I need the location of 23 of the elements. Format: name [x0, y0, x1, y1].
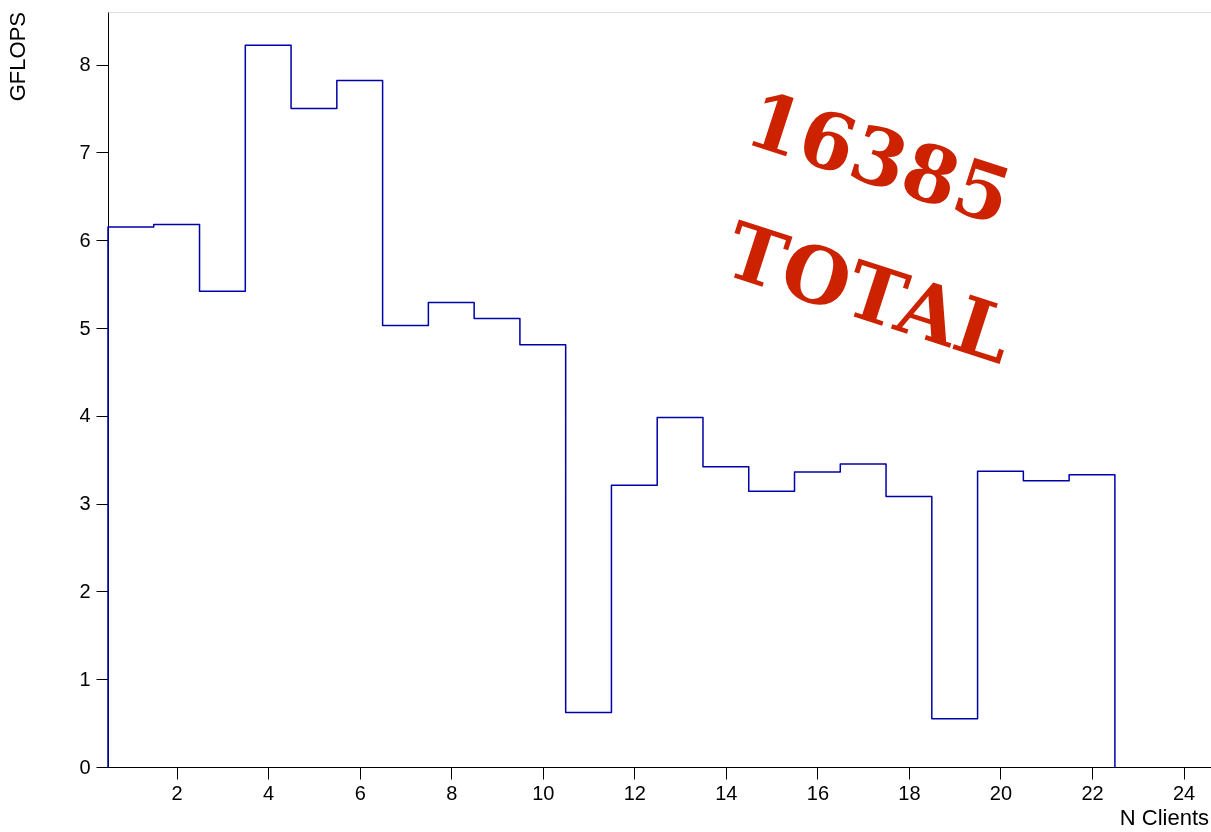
y-tick-label: 5: [79, 316, 91, 339]
x-tick-label: 6: [354, 781, 366, 804]
y-tick-label: 6: [79, 228, 91, 251]
y-tick-label: 7: [79, 140, 91, 163]
x-tick-label: 18: [898, 781, 921, 804]
x-tick-label: 4: [263, 781, 275, 804]
y-tick-label: 2: [79, 579, 91, 602]
y-tick-label: 0: [79, 755, 91, 778]
y-tick-label: 8: [79, 53, 91, 76]
x-tick-label: 12: [623, 781, 646, 804]
x-tick-label: 2: [171, 781, 183, 804]
y-tick-label: 1: [79, 667, 91, 690]
y-tick-label: 4: [79, 404, 91, 427]
x-axis-title: N Clients: [1119, 805, 1209, 830]
y-axis-title: GFLOPS: [5, 12, 30, 102]
y-tick-label: 3: [79, 492, 91, 515]
x-tick-label: 22: [1081, 781, 1104, 804]
x-tick-label: 16: [806, 781, 830, 804]
x-tick-label: 24: [1172, 781, 1196, 804]
x-tick-label: 20: [989, 781, 1013, 804]
x-tick-label: 10: [532, 781, 555, 804]
x-tick-label: 14: [715, 781, 738, 804]
x-tick-label: 8: [446, 781, 458, 804]
